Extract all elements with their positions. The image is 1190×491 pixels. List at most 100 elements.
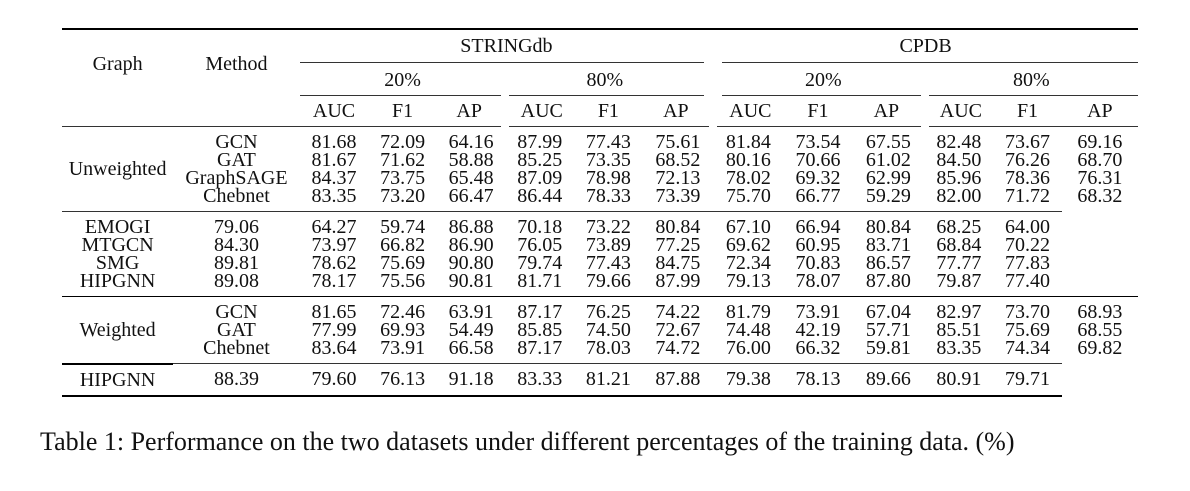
value-cell: 61.02 (865, 149, 911, 171)
value-cell: 69.16 (1061, 126, 1138, 152)
value-cell: 89.81 (213, 252, 259, 274)
value-cell: 73.91 (783, 296, 853, 322)
value-cell: 87.17 (517, 337, 563, 359)
value-cell: 79.38 (713, 363, 784, 397)
value-cell: 68.93 (1061, 296, 1138, 322)
value-cell: 63.91 (436, 296, 506, 322)
value-cell: 64.27 (299, 211, 369, 237)
value-cell: 69.32 (795, 167, 841, 189)
value-cell: 86.90 (448, 234, 494, 256)
value-cell: 85.85 (517, 319, 563, 341)
value-cell: 73.70 (993, 296, 1062, 322)
metric-header-f1: F1 (993, 95, 1062, 127)
method-cell: GCN (173, 296, 300, 322)
value-cell: 72.67 (655, 319, 701, 341)
table-row: MTGCN 84.30 73.97 66.82 86.90 76.05 73.89 77.25… (62, 234, 1138, 256)
value-cell: 86.57 (865, 252, 911, 274)
value-cell: 79.06 (173, 211, 300, 237)
value-cell: 73.75 (380, 167, 426, 189)
value-cell: 73.89 (585, 234, 631, 256)
value-cell: 86.44 (517, 185, 563, 207)
value-cell: 62.99 (865, 167, 911, 189)
value-cell: 77.83 (1005, 252, 1050, 274)
row-group: EMOGI 79.06 64.27 59.74 86.88 70.18 73.22 80.84… (62, 211, 1138, 297)
table-row: Chebnet 83.64 73.91 66.58 87.17 78.03 74.72 76.… (62, 337, 1138, 364)
method-cell: Chebnet (203, 185, 270, 207)
value-cell: 87.17 (505, 296, 575, 322)
metric-header-auc: AUC (713, 95, 784, 127)
method-cell: SMG (95, 252, 140, 274)
value-cell: 77.43 (574, 126, 643, 152)
value-cell: 82.97 (924, 296, 994, 322)
value-cell: 74.34 (1005, 337, 1050, 359)
value-cell: 77.99 (311, 319, 357, 341)
value-cell: 73.35 (585, 149, 631, 171)
value-cell: 72.13 (655, 167, 701, 189)
method-cell: Chebnet (203, 337, 270, 359)
value-cell: 78.98 (585, 167, 631, 189)
value-cell: 85.96 (936, 167, 982, 189)
method-cell: EMOGI (62, 211, 174, 237)
method-cell: GraphSAGE (185, 167, 288, 189)
value-cell: 68.84 (936, 234, 982, 256)
value-cell: 80.16 (725, 149, 771, 171)
value-cell: 74.48 (725, 319, 771, 341)
value-cell: 75.69 (1005, 319, 1050, 341)
value-cell: 74.72 (655, 337, 701, 359)
value-cell: 78.02 (725, 167, 771, 189)
value-cell: 87.09 (517, 167, 563, 189)
value-cell: 57.71 (865, 319, 911, 341)
value-cell: 70.66 (795, 149, 841, 171)
value-cell: 68.70 (1077, 149, 1123, 171)
value-cell: 69.93 (380, 319, 426, 341)
value-cell: 79.60 (299, 363, 369, 397)
value-cell: 90.81 (448, 270, 494, 292)
value-cell: 80.91 (924, 363, 994, 397)
value-cell: 78.36 (1005, 167, 1050, 189)
value-cell: 42.19 (795, 319, 841, 341)
row-group: Weighted GCN 81.65 72.46 63.91 87.17 76.25 74.2… (62, 296, 1138, 365)
value-cell: 79.87 (936, 270, 982, 292)
value-cell: 83.35 (311, 185, 357, 207)
table-row: SMG 89.81 78.62 75.69 90.80 79.74 77.43 84.75 72… (62, 252, 1138, 274)
value-cell: 87.88 (642, 363, 714, 397)
value-cell: 70.18 (505, 211, 575, 237)
metric-header-ap: AP (1061, 95, 1138, 127)
value-cell: 76.25 (574, 296, 643, 322)
value-cell: 78.07 (795, 270, 841, 292)
method-cell: GAT (217, 319, 256, 341)
value-cell: 64.00 (993, 211, 1062, 237)
value-cell: 85.25 (517, 149, 563, 171)
value-cell: 78.33 (585, 185, 631, 207)
value-cell: 84.50 (936, 149, 982, 171)
value-cell: 73.97 (311, 234, 357, 256)
table-row: HIPGNN 89.08 78.17 75.56 90.81 81.71 79.66 87.9… (62, 270, 1138, 297)
value-cell: 79.74 (517, 252, 563, 274)
value-cell: 81.84 (713, 126, 784, 152)
value-cell: 79.66 (585, 270, 631, 292)
value-cell: 89.08 (213, 270, 259, 292)
value-cell: 65.48 (448, 167, 494, 189)
metric-header-f1: F1 (783, 95, 853, 127)
value-cell: 83.35 (936, 337, 982, 359)
value-cell: 72.46 (368, 296, 437, 322)
value-cell: 76.26 (1005, 149, 1050, 171)
table-row: HIPGNN 88.39 79.60 76.13 91.18 83.33 81.21 87.8… (62, 363, 1138, 397)
value-cell: 81.21 (574, 363, 643, 397)
table-row: Chebnet 83.35 73.20 66.47 86.44 78.33 73.39 75.… (62, 185, 1138, 212)
value-cell: 68.32 (1077, 185, 1123, 208)
value-cell: 75.70 (725, 185, 771, 207)
results-table: Graph Method STRINGdb CPDB 20% 80% 20% 80% A… (62, 28, 1138, 397)
value-cell: 77.43 (585, 252, 631, 274)
method-cell: MTGCN (81, 234, 154, 256)
value-cell: 84.30 (213, 234, 259, 256)
metric-header-auc: AUC (299, 95, 369, 127)
value-cell: 91.18 (436, 363, 506, 397)
value-cell: 67.55 (852, 126, 925, 152)
value-cell: 59.74 (368, 211, 437, 237)
value-cell: 78.03 (585, 337, 631, 359)
table-row: EMOGI 79.06 64.27 59.74 86.88 70.18 73.22 80.84… (62, 211, 1138, 237)
value-cell: 83.64 (311, 337, 357, 359)
graph-column-header: Graph (62, 28, 174, 127)
value-cell: 59.81 (865, 337, 911, 359)
